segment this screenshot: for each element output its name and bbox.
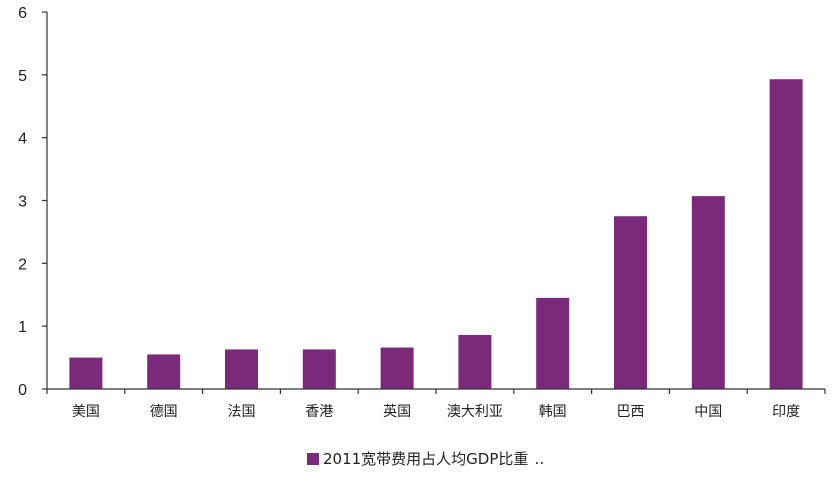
legend-label: 2011宽带费用占人均GDP比重 <box>323 450 529 468</box>
x-category-label: 澳大利亚 <box>447 404 503 420</box>
legend: 2011宽带费用占人均GDP比重 ‥ <box>307 448 544 469</box>
x-category-label: 巴西 <box>617 404 645 420</box>
bars <box>69 79 803 390</box>
y-tick-label: 0 <box>18 382 27 399</box>
bar-1 <box>69 357 103 389</box>
bar-2 <box>147 354 181 389</box>
x-category-label: 美国 <box>72 404 100 420</box>
x-category-label: 中国 <box>694 404 722 420</box>
bar-3 <box>225 349 258 389</box>
legend-swatch <box>307 452 319 465</box>
x-category-label: 法国 <box>228 404 256 420</box>
bar-5 <box>380 347 414 389</box>
bar-9 <box>691 196 725 389</box>
x-category-label: 英国 <box>383 403 411 420</box>
legend-suffix: ‥ <box>534 449 545 468</box>
bar-10 <box>769 79 803 390</box>
bar-7 <box>536 297 570 389</box>
y-tick-label: 3 <box>18 194 27 211</box>
x-category-label: 韩国 <box>539 404 567 420</box>
y-tick-label: 1 <box>18 319 27 336</box>
bar-6 <box>458 334 492 389</box>
x-category-label: 印度 <box>772 404 800 420</box>
bar-4 <box>302 349 336 389</box>
x-category-label: 德国 <box>150 404 178 420</box>
y-tick-label: 2 <box>18 256 27 273</box>
y-axis-ticks: 0 1 2 3 4 5 6 <box>18 5 47 399</box>
bar-8 <box>614 216 647 389</box>
x-axis-labels: 美国 德国 法国 香港 英国 澳大利亚 韩国 巴西 中国 印度 <box>46 389 826 420</box>
y-tick-label: 6 <box>18 5 27 22</box>
y-tick-label: 5 <box>18 68 27 85</box>
x-category-label: 香港 <box>305 404 333 420</box>
y-tick-label: 4 <box>18 131 27 148</box>
